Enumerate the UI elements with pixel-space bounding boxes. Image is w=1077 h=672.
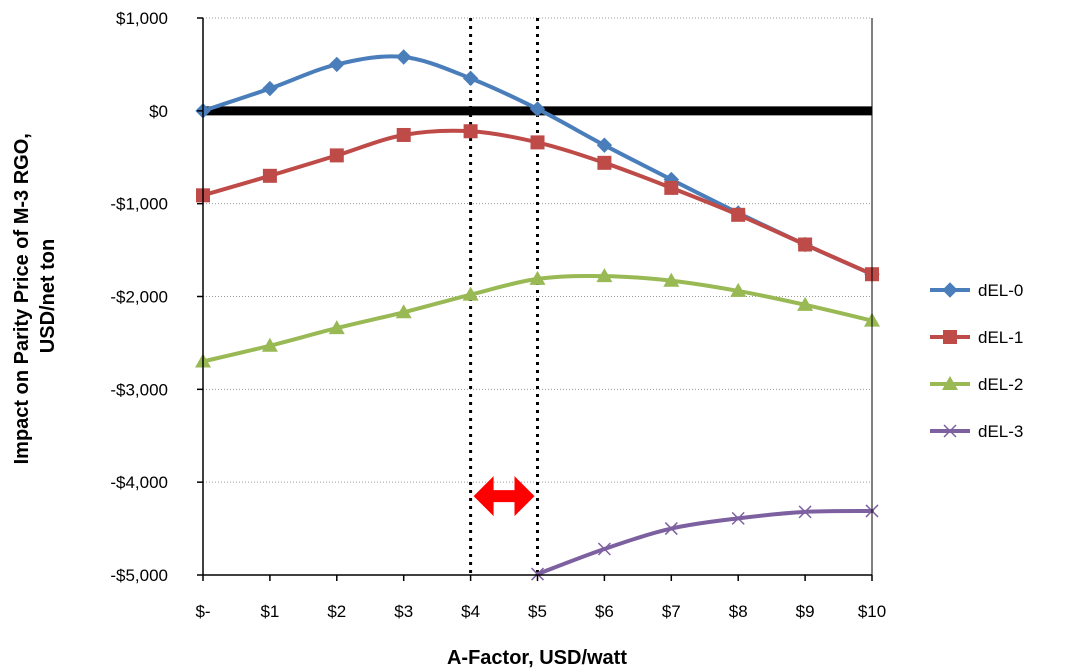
- data-point-del-0: [462, 70, 479, 87]
- series-del-2: [195, 268, 880, 368]
- data-point-del-0: [596, 137, 613, 153]
- series-group: [195, 49, 880, 581]
- y-axis-title-line-2: USD/net ton: [37, 239, 59, 353]
- legend-label-del-1: dEL-1: [978, 328, 1023, 347]
- data-point-del-3-stroke-b: [597, 542, 611, 556]
- data-point-del-2: [261, 337, 278, 352]
- data-point-del-1: [731, 207, 746, 222]
- legend-item-del-1: dEL-1: [930, 328, 1023, 347]
- y-axis-title: Impact on Parity Price of M-3 RGO, USD/n…: [11, 128, 59, 465]
- x-tick-label: $4: [461, 602, 480, 621]
- x-tick-label: $10: [858, 602, 886, 621]
- range-double-arrow: [473, 476, 535, 517]
- series-line-del-3: [535, 508, 874, 577]
- data-point-del-1: [329, 148, 344, 163]
- x-tick-label: $3: [394, 602, 413, 621]
- data-point-del-2: [797, 296, 814, 311]
- legend: dEL-0 dEL-1 dEL-2 dEL-3: [930, 281, 1023, 441]
- y-tick-label: -$2,000: [110, 288, 168, 307]
- data-point-del-2: [328, 320, 345, 335]
- range-arrow-group: [473, 476, 535, 517]
- data-point-del-2: [395, 304, 412, 319]
- data-point-del-0: [395, 49, 412, 65]
- x-tick-label: $2: [327, 602, 346, 621]
- legend-item-del-0: dEL-0: [930, 281, 1023, 300]
- data-point-del-1: [798, 237, 813, 252]
- series-del-3: [530, 504, 879, 581]
- legend-label-del-2: dEL-2: [978, 375, 1023, 394]
- legend-marker-del-1: [943, 330, 957, 344]
- legend-label-del-3: dEL-3: [978, 422, 1023, 441]
- data-point-del-3-stroke-b: [664, 522, 678, 536]
- data-point-del-1: [530, 135, 545, 150]
- y-tick-label: -$3,000: [110, 380, 168, 399]
- data-point-del-1: [396, 127, 411, 142]
- data-point-del-3: [798, 505, 812, 519]
- series-del-1: [196, 124, 879, 282]
- data-point-del-3: [530, 567, 545, 581]
- data-point-del-3: [597, 542, 611, 556]
- data-point-del-1: [262, 168, 277, 183]
- legend-marker-del-3-stroke-b: [943, 424, 957, 438]
- x-tick-label: $-: [195, 602, 210, 621]
- legend-label-del-0: dEL-0: [978, 281, 1023, 300]
- x-tick-labels: $- $1 $2 $3 $4 $5 $6 $7 $8 $9 $10: [195, 602, 886, 621]
- legend-marker-del-2: [942, 376, 958, 390]
- x-axis-title: A-Factor, USD/watt: [447, 647, 627, 669]
- vertical-marker-lines: [469, 18, 539, 575]
- data-point-del-3-stroke-b: [731, 511, 745, 525]
- data-point-del-2: [462, 286, 479, 301]
- data-point-del-1: [463, 124, 478, 139]
- data-point-del-1: [664, 180, 679, 195]
- data-point-del-2: [663, 272, 680, 287]
- data-point-del-3: [664, 522, 678, 536]
- axes: [197, 17, 873, 581]
- y-tick-label: $1,000: [116, 9, 168, 28]
- x-tick-label: $7: [662, 602, 681, 621]
- x-tick-label: $9: [796, 602, 815, 621]
- data-point-del-0: [529, 101, 546, 117]
- data-point-del-0: [329, 56, 345, 73]
- y-tick-label: -$1,000: [110, 195, 168, 214]
- x-tick-label: $6: [595, 602, 614, 621]
- data-point-del-0: [262, 80, 278, 97]
- data-point-del-3-stroke-b: [798, 505, 812, 519]
- legend-item-del-2: dEL-2: [930, 375, 1023, 394]
- data-point-del-3: [731, 511, 745, 525]
- y-tick-label: -$4,000: [110, 473, 168, 492]
- y-tick-label: -$5,000: [110, 566, 168, 585]
- legend-item-del-3: dEL-3: [930, 422, 1023, 441]
- x-tick-label: $8: [729, 602, 748, 621]
- legend-marker-del-0: [942, 282, 958, 298]
- y-tick-labels: -$5,000 -$4,000 -$3,000 -$2,000 -$1,000 $0 $1,…: [110, 9, 168, 585]
- legend-marker-del-3: [943, 424, 957, 438]
- data-point-del-2: [596, 268, 613, 283]
- data-point-del-1: [597, 155, 612, 170]
- y-axis-title-line-1: Impact on Parity Price of M-3 RGO,: [11, 133, 33, 464]
- x-tick-label: $1: [260, 602, 279, 621]
- data-point-del-2: [529, 270, 546, 285]
- data-point-del-2: [730, 282, 747, 297]
- x-tick-label: $5: [528, 602, 547, 621]
- data-point-del-3-stroke-b: [530, 567, 545, 581]
- y-tick-label: $0: [149, 102, 168, 121]
